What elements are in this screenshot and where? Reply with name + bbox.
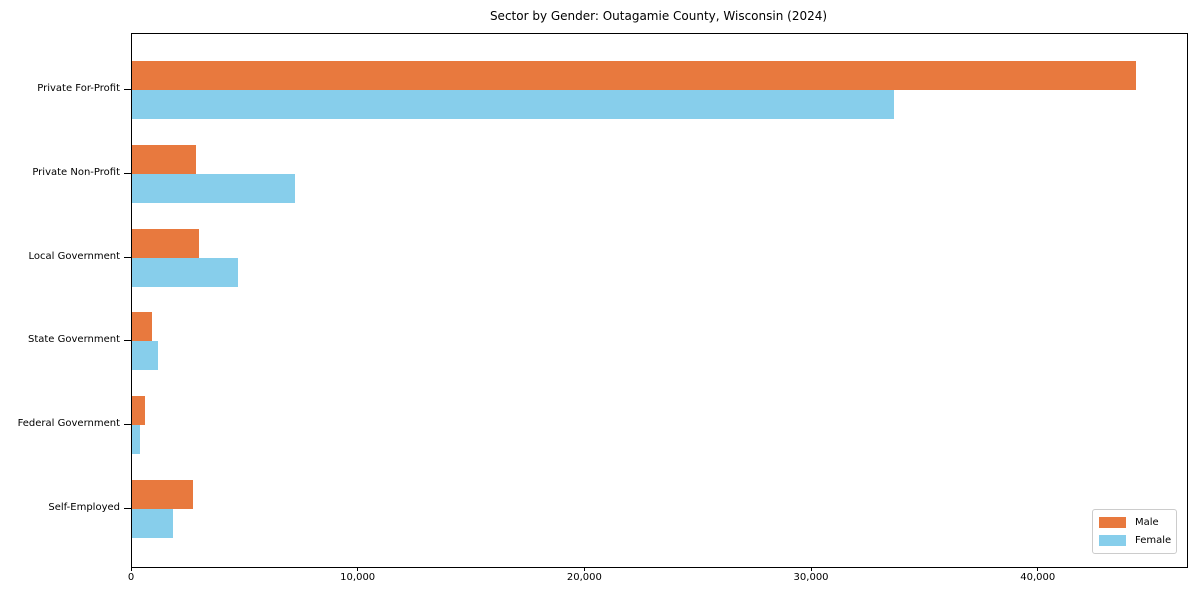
plot-area [131,33,1188,568]
legend-male-label: Male [1135,517,1159,528]
bar-female-local-government [132,257,239,287]
chart-title: Sector by Gender: Outagamie County, Wisc… [489,9,828,23]
bar-male-private-for-profit [132,61,1137,90]
bar-female-self-employed [132,509,173,538]
y-tick-label-local-government: Local Government [28,250,120,262]
y-tick-label-private-non-profit: Private Non-Profit [32,166,120,178]
y-tick-mark [124,256,131,258]
x-tick-label-20-000: 20,000 [566,572,602,583]
y-tick-mark [124,424,131,426]
x-tick-label-0: 0 [127,572,135,583]
y-tick-label-state-government: State Government [27,334,120,346]
bar-male-federal-government [132,396,145,426]
y-tick-mark [124,508,131,509]
x-tick-mark [130,567,132,571]
x-tick-mark [810,567,812,571]
bar-female-federal-government [132,425,140,455]
bar-female-state-government [132,341,158,371]
bar-female-private-non-profit [132,173,296,203]
bar-male-private-non-profit [132,144,197,174]
legend-male-swatch [1099,517,1126,528]
x-tick-label-40-000: 40,000 [1020,572,1056,583]
legend-entry-male: Male [1099,517,1176,528]
y-tick-label-private-for-profit: Private For-Profit [37,83,120,94]
x-tick-label-10-000: 10,000 [340,572,376,583]
legend-female-swatch [1099,535,1126,546]
x-tick-label-30-000: 30,000 [793,572,829,583]
y-tick-label-self-employed: Self-Employed [48,502,120,513]
x-tick-mark [357,567,359,571]
legend-female-label: Female [1135,535,1172,546]
y-tick-mark [124,172,131,174]
y-tick-label-federal-government: Federal Government [17,418,120,430]
bar-male-local-government [132,228,199,258]
bar-female-private-for-profit [132,90,894,119]
legend-entry-female: Female [1099,535,1176,546]
x-tick-mark [583,567,585,571]
bar-male-self-employed [132,480,193,509]
y-tick-mark [124,89,131,90]
y-tick-mark [124,340,131,342]
x-tick-mark [1037,567,1039,571]
legend: Male Female [1092,509,1177,554]
bar-male-state-government [132,312,152,342]
